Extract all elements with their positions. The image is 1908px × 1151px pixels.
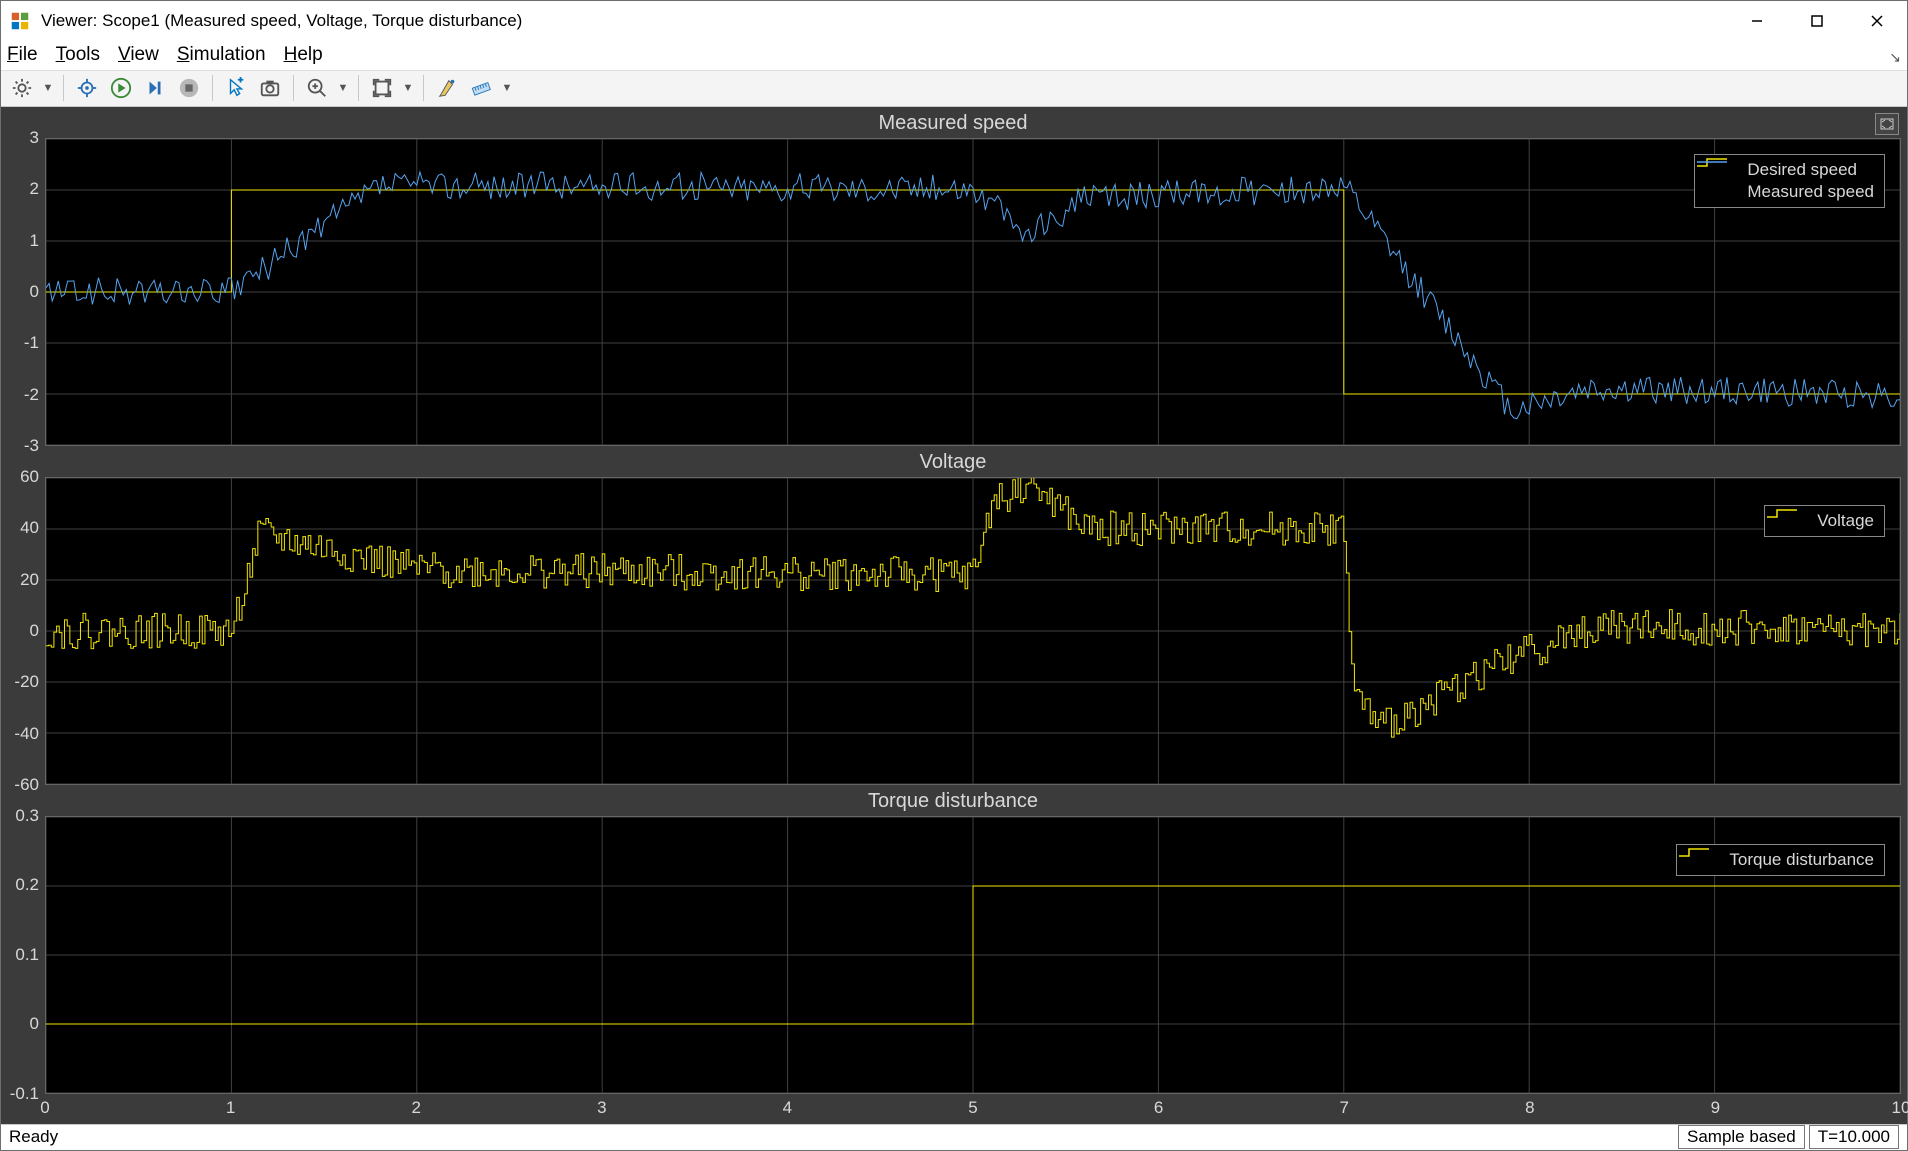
run-button[interactable] [106, 73, 136, 103]
target-button[interactable] [72, 73, 102, 103]
config-dropdown[interactable]: ▼ [41, 82, 55, 94]
toolbar-separator [293, 75, 294, 101]
plot-area[interactable]: Voltage [45, 477, 1901, 785]
x-tick-label: 4 [783, 1098, 792, 1118]
app-logo-icon [9, 10, 31, 32]
legend[interactable]: Voltage [1764, 505, 1885, 537]
y-tick-label: 40 [20, 518, 39, 538]
y-tick-label: -1 [24, 333, 39, 353]
highlight-button[interactable] [432, 73, 462, 103]
measure-dropdown[interactable]: ▼ [500, 82, 514, 94]
y-tick-label: 20 [20, 570, 39, 590]
y-tick-label: 0 [30, 621, 39, 641]
y-tick-label: -3 [24, 436, 39, 456]
config-button[interactable] [7, 73, 37, 103]
x-axis: 012345678910 [5, 1098, 1901, 1120]
menubar-overflow-icon[interactable]: ↘ [1889, 49, 1901, 66]
y-tick-label: 0 [30, 282, 39, 302]
x-tick-label: 3 [597, 1098, 606, 1118]
legend-swatch-icon [1775, 514, 1809, 528]
minimize-button[interactable] [1727, 1, 1787, 41]
status-time: T=10.000 [1809, 1125, 1899, 1149]
x-tick-label: 9 [1711, 1098, 1720, 1118]
x-tick-label: 2 [411, 1098, 420, 1118]
close-button[interactable] [1847, 1, 1907, 41]
zoom-dropdown[interactable]: ▼ [336, 82, 350, 94]
subplot-torque: Torque disturbance0.30.20.10-0.1Torque d… [5, 789, 1901, 1094]
maximize-button[interactable] [1787, 1, 1847, 41]
menu-help[interactable]: Help [284, 44, 323, 66]
y-axis: 3210-1-2-3 [5, 138, 45, 446]
legend[interactable]: Torque disturbance [1676, 844, 1885, 876]
legend-entry: Torque disturbance [1687, 849, 1874, 871]
y-tick-label: 0.1 [15, 945, 39, 965]
stop-button[interactable] [174, 73, 204, 103]
x-tick-label: 8 [1525, 1098, 1534, 1118]
zoom-button[interactable] [302, 73, 332, 103]
menu-file[interactable]: File [7, 44, 38, 66]
menu-simulation[interactable]: Simulation [177, 44, 266, 66]
y-tick-label: -2 [24, 385, 39, 405]
y-tick-label: -20 [14, 672, 39, 692]
subplot-measured_speed: Measured speed3210-1-2-3Desired speedMea… [5, 111, 1901, 446]
y-tick-label: 1 [30, 231, 39, 251]
autoscale-button[interactable] [367, 73, 397, 103]
y-tick-label: 0 [30, 1014, 39, 1034]
x-tick-label: 6 [1154, 1098, 1163, 1118]
x-tick-label: 10 [1892, 1098, 1908, 1118]
y-tick-label: -0.1 [10, 1084, 39, 1104]
x-tick-label: 5 [968, 1098, 977, 1118]
subplot-voltage: Voltage6040200-20-40-60Voltage [5, 450, 1901, 785]
legend-swatch-icon [1687, 853, 1721, 867]
x-tick-label: 0 [40, 1098, 49, 1118]
plot-area[interactable]: Torque disturbance [45, 816, 1901, 1094]
toolbar-separator [358, 75, 359, 101]
y-tick-label: -40 [14, 724, 39, 744]
app-window: Viewer: Scope1 (Measured speed, Voltage,… [0, 0, 1908, 1151]
y-axis: 0.30.20.10-0.1 [5, 816, 45, 1094]
statusbar: Ready Sample based T=10.000 [1, 1124, 1907, 1150]
subplot-title: Measured speed [5, 111, 1901, 138]
y-axis: 6040200-20-40-60 [5, 477, 45, 785]
legend[interactable]: Desired speedMeasured speed [1694, 154, 1885, 208]
x-tick-label: 7 [1339, 1098, 1348, 1118]
y-tick-label: 0.2 [15, 875, 39, 895]
toolbar-separator [63, 75, 64, 101]
x-tick-label: 1 [226, 1098, 235, 1118]
plot-area[interactable]: Desired speedMeasured speed [45, 138, 1901, 446]
status-mode: Sample based [1678, 1125, 1805, 1149]
titlebar: Viewer: Scope1 (Measured speed, Voltage,… [1, 1, 1907, 41]
menubar: File Tools View Simulation Help ↘ [1, 41, 1907, 71]
menu-tools[interactable]: Tools [56, 44, 100, 66]
status-text: Ready [9, 1127, 1674, 1147]
subplot-title: Voltage [5, 450, 1901, 477]
snapshot-button[interactable] [255, 73, 285, 103]
legend-entry: Measured speed [1705, 181, 1874, 203]
y-tick-label: 0.3 [15, 806, 39, 826]
step-button[interactable] [140, 73, 170, 103]
legend-entry: Voltage [1775, 510, 1874, 532]
maximize-axes-button[interactable] [1875, 113, 1899, 135]
y-tick-label: -60 [14, 775, 39, 795]
autoscale-dropdown[interactable]: ▼ [401, 82, 415, 94]
subplot-title: Torque disturbance [5, 789, 1901, 816]
menu-view[interactable]: View [118, 44, 159, 66]
y-tick-label: 3 [30, 128, 39, 148]
y-tick-label: 2 [30, 179, 39, 199]
scope-area: Measured speed3210-1-2-3Desired speedMea… [1, 107, 1907, 1124]
cursor-button[interactable] [221, 73, 251, 103]
window-title: Viewer: Scope1 (Measured speed, Voltage,… [41, 11, 1727, 31]
toolbar-separator [212, 75, 213, 101]
measure-button[interactable] [466, 73, 496, 103]
toolbar-separator [423, 75, 424, 101]
toolbar: ▼ ▼ ▼ ▼ [1, 71, 1907, 107]
legend-swatch-icon [1705, 185, 1739, 199]
y-tick-label: 60 [20, 467, 39, 487]
